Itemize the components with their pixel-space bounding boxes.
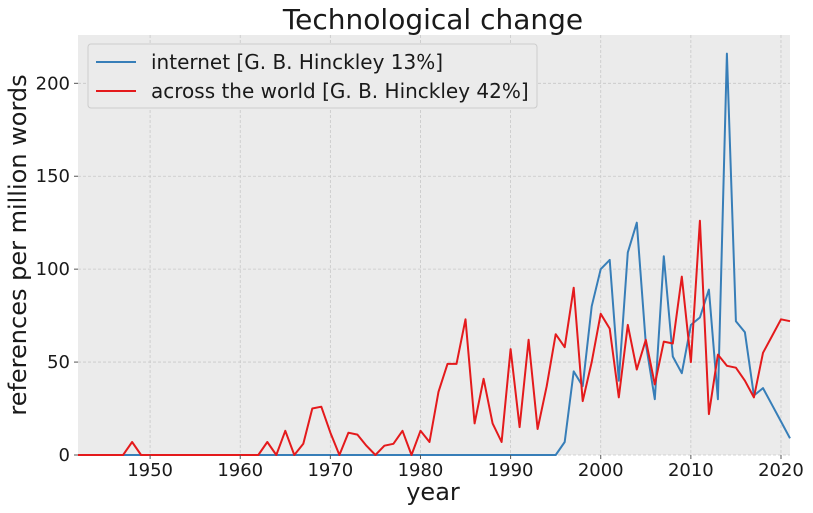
chart-title: Technological change	[282, 3, 583, 36]
x-tick-label: 1960	[217, 460, 263, 481]
y-tick-label: 0	[59, 445, 70, 466]
y-tick-label: 200	[36, 73, 70, 94]
x-tick-label: 2020	[758, 460, 804, 481]
y-tick-label: 150	[36, 166, 70, 187]
series-line-0	[78, 52, 791, 456]
y-tick-label: 50	[47, 352, 70, 373]
x-tick-label: 1970	[307, 460, 353, 481]
y-axis: 0 50 100 150 200	[36, 73, 78, 466]
legend-label-1: across the world [G. B. Hinckley 42%]	[151, 79, 529, 103]
x-tick-label: 1950	[127, 460, 173, 481]
x-tick-label: 1980	[398, 460, 444, 481]
x-tick-label: 2010	[668, 460, 714, 481]
y-tick-label: 100	[36, 259, 70, 280]
legend-label-0: internet [G. B. Hinckley 13%]	[151, 50, 443, 74]
series-lines	[78, 52, 791, 456]
x-tick-label: 1990	[488, 460, 534, 481]
legend: internet [G. B. Hinckley 13%] across the …	[87, 43, 538, 109]
x-axis-label: year	[406, 478, 460, 506]
legend-box	[87, 43, 538, 109]
series-line-1	[78, 219, 791, 456]
x-tick-label: 2000	[578, 460, 624, 481]
x-axis: 1950 1960 1970 1980 1990 2000 2010 2020	[127, 455, 804, 481]
y-axis-label: references per million words	[4, 74, 32, 415]
